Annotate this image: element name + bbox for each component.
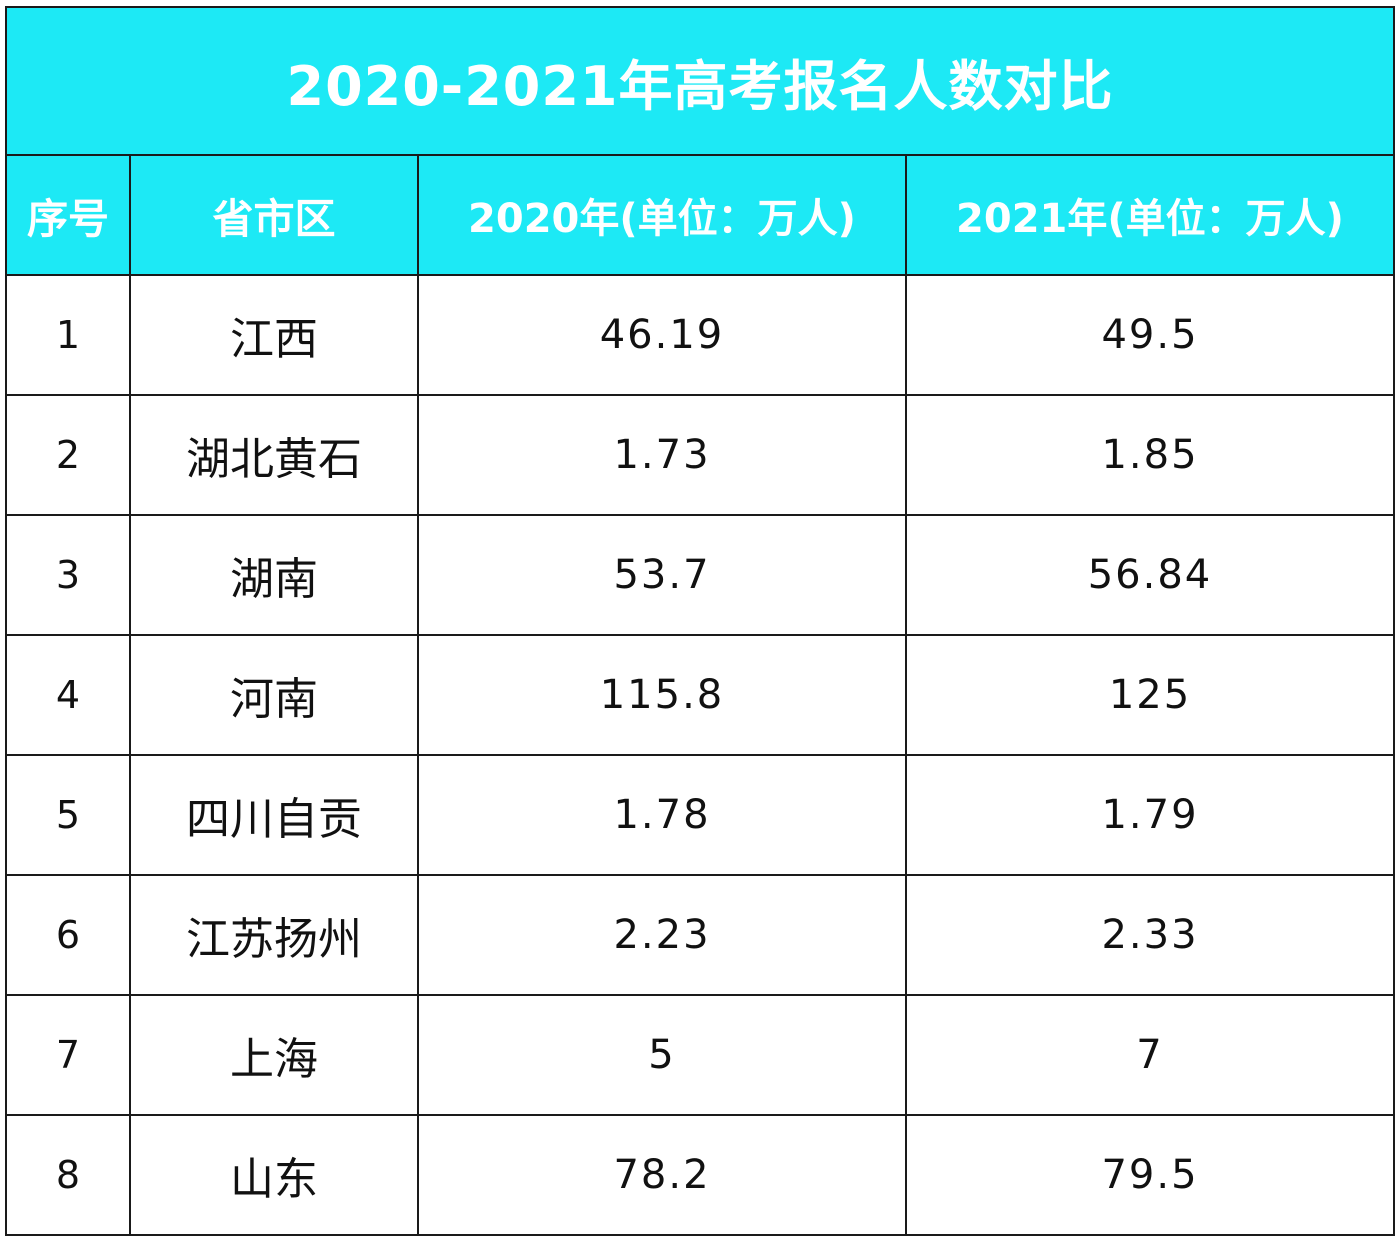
- row-region: 上海: [129, 994, 419, 1116]
- table-row: 1 江西 46.19 49.5: [5, 274, 1395, 396]
- row-value-2020: 5: [417, 994, 907, 1116]
- row-value-2020: 46.19: [417, 274, 907, 396]
- row-value-2020: 1.73: [417, 394, 907, 516]
- table-row: 4 河南 115.8 125: [5, 634, 1395, 756]
- row-value-2021: 2.33: [905, 874, 1395, 996]
- row-value-2020: 78.2: [417, 1114, 907, 1236]
- row-value-2021: 7: [905, 994, 1395, 1116]
- header-2021: 2021年(单位：万人): [905, 154, 1395, 276]
- table-row: 3 湖南 53.7 56.84: [5, 514, 1395, 636]
- row-region: 四川自贡: [129, 754, 419, 876]
- header-row: 序号 省市区 2020年(单位：万人) 2021年(单位：万人): [5, 154, 1395, 276]
- row-index: 2: [5, 394, 131, 516]
- row-value-2021: 56.84: [905, 514, 1395, 636]
- table-row: 8 山东 78.2 79.5: [5, 1114, 1395, 1236]
- row-region: 江苏扬州: [129, 874, 419, 996]
- row-index: 3: [5, 514, 131, 636]
- row-region: 湖南: [129, 514, 419, 636]
- row-index: 4: [5, 634, 131, 756]
- row-value-2021: 125: [905, 634, 1395, 756]
- row-value-2020: 53.7: [417, 514, 907, 636]
- row-index: 7: [5, 994, 131, 1116]
- table-row: 5 四川自贡 1.78 1.79: [5, 754, 1395, 876]
- table-row: 6 江苏扬州 2.23 2.33: [5, 874, 1395, 996]
- row-index: 6: [5, 874, 131, 996]
- row-index: 1: [5, 274, 131, 396]
- row-value-2021: 79.5: [905, 1114, 1395, 1236]
- row-value-2020: 1.78: [417, 754, 907, 876]
- table-row: 2 湖北黄石 1.73 1.85: [5, 394, 1395, 516]
- row-region: 河南: [129, 634, 419, 756]
- row-region: 山东: [129, 1114, 419, 1236]
- registration-comparison-table: 2020-2021年高考报名人数对比 序号 省市区 2020年(单位：万人) 2…: [5, 6, 1395, 1236]
- table-row: 7 上海 5 7: [5, 994, 1395, 1116]
- row-value-2020: 115.8: [417, 634, 907, 756]
- row-region: 湖北黄石: [129, 394, 419, 516]
- row-value-2021: 1.85: [905, 394, 1395, 516]
- header-index: 序号: [5, 154, 131, 276]
- header-2020: 2020年(单位：万人): [417, 154, 907, 276]
- table-title: 2020-2021年高考报名人数对比: [5, 6, 1395, 156]
- header-region: 省市区: [129, 154, 419, 276]
- row-index: 8: [5, 1114, 131, 1236]
- row-value-2021: 1.79: [905, 754, 1395, 876]
- row-index: 5: [5, 754, 131, 876]
- title-row: 2020-2021年高考报名人数对比: [5, 6, 1395, 156]
- row-value-2020: 2.23: [417, 874, 907, 996]
- row-region: 江西: [129, 274, 419, 396]
- row-value-2021: 49.5: [905, 274, 1395, 396]
